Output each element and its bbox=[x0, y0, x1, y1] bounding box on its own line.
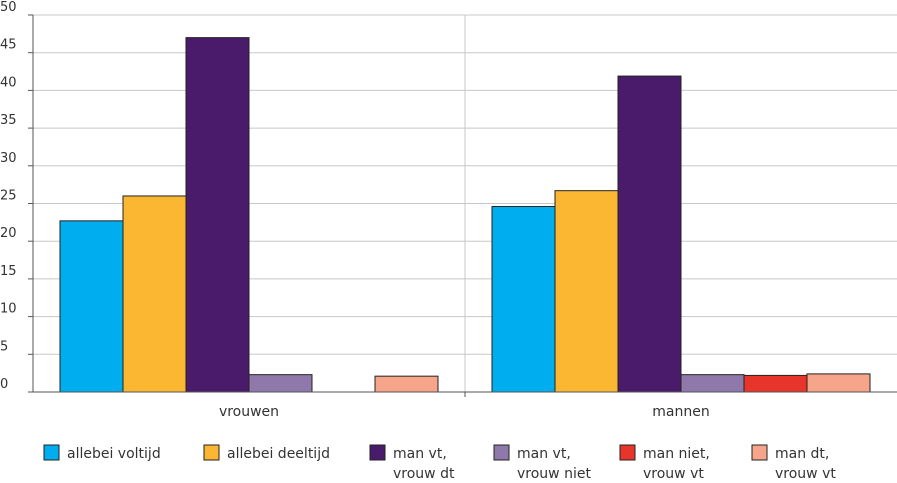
x-axis: vrouwen mannen bbox=[33, 391, 897, 420]
legend: allebei voltijd allebei deeltijd man vt, vr… bbox=[43, 444, 836, 482]
legend-swatch bbox=[369, 444, 386, 461]
legend-label: man dt, bbox=[775, 446, 829, 462]
legend-label: allebei voltijd bbox=[67, 446, 161, 462]
y-tick-label: 25 bbox=[0, 189, 17, 204]
y-axis-ticks: 0 5 10 15 20 25 30 35 40 45 50 bbox=[0, 0, 34, 393]
legend-label: vrouw vt bbox=[643, 466, 704, 482]
x-category-label: mannen bbox=[652, 404, 709, 420]
y-tick-label: 0 bbox=[0, 377, 8, 392]
bar-allebei-deeltijd-vrouwen bbox=[122, 195, 187, 393]
bar-allebei-voltijd-vrouwen bbox=[59, 220, 124, 393]
bar-man-vt-vrouw-niet-mannen bbox=[680, 374, 745, 393]
y-tick-label: 20 bbox=[0, 226, 17, 241]
y-tick-label: 30 bbox=[0, 151, 17, 166]
y-tick-label: 15 bbox=[0, 264, 17, 279]
bar-man-vt-vrouw-dt-mannen bbox=[617, 75, 682, 393]
y-tick-label: 35 bbox=[0, 113, 17, 128]
legend-swatch bbox=[493, 444, 510, 461]
legend-label: allebei deeltijd bbox=[227, 446, 330, 462]
legend-label: man vt, bbox=[517, 446, 571, 462]
legend-label: man vt, bbox=[393, 446, 447, 462]
bar-allebei-deeltijd-mannen bbox=[554, 190, 619, 393]
legend-label: man niet, bbox=[643, 446, 710, 462]
bar-allebei-voltijd-mannen bbox=[491, 206, 556, 393]
y-tick-label: 10 bbox=[0, 302, 17, 317]
bar-man-niet-vrouw-vt-mannen bbox=[743, 374, 808, 393]
legend-swatch bbox=[203, 444, 220, 461]
legend-label: vrouw niet bbox=[517, 466, 591, 482]
bars bbox=[59, 37, 871, 393]
y-tick-label: 45 bbox=[0, 38, 17, 53]
x-category-label: vrouwen bbox=[219, 404, 279, 420]
legend-swatch bbox=[751, 444, 768, 461]
y-tick-label: 40 bbox=[0, 75, 17, 90]
y-tick-label: 50 bbox=[0, 0, 17, 15]
legend-swatch bbox=[43, 444, 60, 461]
bar-man-dt-vrouw-vt-vrouwen bbox=[374, 375, 439, 393]
bar-man-vt-vrouw-dt-vrouwen bbox=[185, 37, 250, 393]
legend-label: vrouw vt bbox=[775, 466, 836, 482]
legend-label: vrouw dt bbox=[393, 466, 455, 482]
bar-man-vt-vrouw-niet-vrouwen bbox=[248, 374, 313, 393]
legend-swatch bbox=[619, 444, 636, 461]
bar-man-dt-vrouw-vt-mannen bbox=[806, 373, 871, 393]
y-tick-label: 5 bbox=[0, 339, 8, 354]
